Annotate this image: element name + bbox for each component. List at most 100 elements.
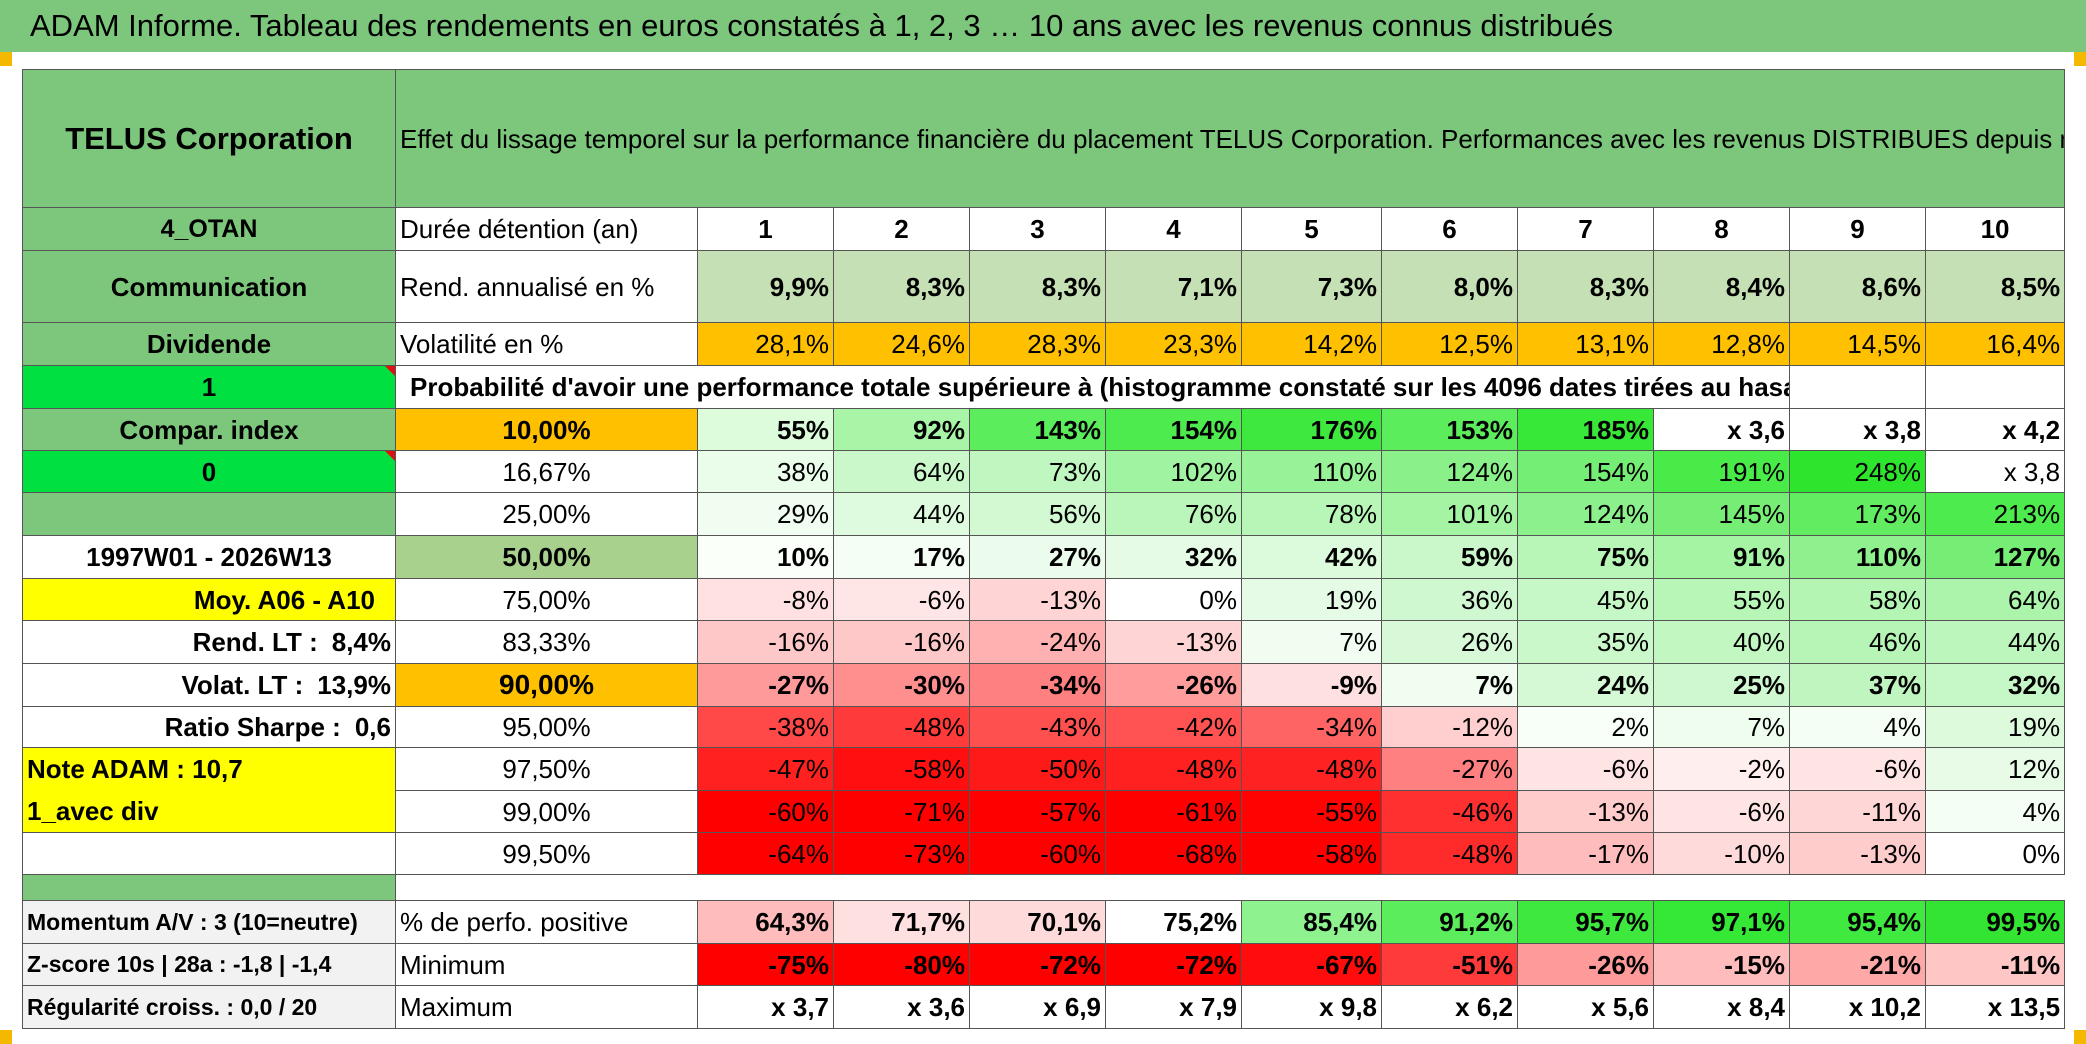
year-header: 7 (1517, 207, 1654, 251)
quantile-cell: 44% (833, 492, 970, 536)
quantile-cell: 101% (1381, 492, 1518, 536)
quantile-pct: 90,00% (395, 663, 698, 707)
rend-cell: 9,9% (697, 250, 834, 323)
quantile-cell: -13% (1789, 832, 1926, 875)
year-header: 4 (1105, 207, 1242, 251)
year-header: 9 (1789, 207, 1926, 251)
quantile-cell: -6% (1653, 790, 1790, 833)
quantile-cell: 12% (1924, 747, 2066, 791)
quantile-cell: -24% (969, 620, 1106, 664)
minimum-cell: -26% (1517, 943, 1654, 986)
quantile-cell: 213% (1924, 492, 2066, 536)
volat-lt-value: 13,9% (317, 670, 391, 700)
quantile-cell: -60% (697, 790, 834, 833)
quantile-row: Note ADAM : 10,7 97,50% -47% -58% -50% -… (22, 747, 2066, 791)
quantile-cell: 32% (1105, 535, 1242, 579)
quantile-cell: 102% (1105, 450, 1242, 493)
positive-cell: 75,2% (1105, 900, 1242, 944)
quantile-cell: 154% (1105, 408, 1242, 451)
vol-cell: 14,2% (1241, 322, 1382, 366)
quantile-row: 0 16,67% 38% 64% 73% 102% 110% 124% 154%… (22, 450, 2066, 493)
quantile-cell: 19% (1241, 578, 1382, 621)
company-name: TELUS Corporation (22, 69, 396, 208)
sharpe-text: Ratio Sharpe : (164, 712, 341, 742)
quantile-cell: 26% (1381, 620, 1518, 664)
year-header: 2 (833, 207, 970, 251)
zero-input-cell[interactable]: 0 (22, 450, 396, 493)
quantile-pct: 99,00% (395, 790, 698, 833)
quantile-row: 1_avec div 99,00% -60% -71% -57% -61% -5… (22, 790, 2066, 833)
quantile-cell: -42% (1105, 706, 1242, 748)
quantile-cell: 78% (1241, 492, 1382, 536)
rend-cell: 8,6% (1789, 250, 1926, 323)
rend-cell: 8,5% (1924, 250, 2066, 323)
minimum-cell: -72% (1105, 943, 1242, 986)
quantile-cell: 191% (1653, 450, 1790, 493)
zscore-label: Z-score 10s | 28a : -1,8 | -1,4 (22, 943, 396, 986)
quantile-cell: 154% (1517, 450, 1654, 493)
quantile-cell: -34% (969, 663, 1106, 707)
volat-lt-text: Volat. LT : (181, 670, 304, 700)
quantile-row: Moy. A06 - A10 75,00% -8% -6% -13% 0% 19… (22, 578, 2066, 621)
quantile-cell: x 3,8 (1924, 450, 2066, 493)
years-row: 4_OTAN Durée détention (an) 1 2 3 4 5 6 … (22, 207, 2066, 251)
year-header: 8 (1653, 207, 1790, 251)
maximum-row: Régularité croiss. : 0,0 / 20 Maximum x … (22, 985, 2066, 1029)
quantile-cell: -58% (1241, 832, 1382, 875)
quantile-cell: -16% (833, 620, 970, 664)
quantile-cell: 4% (1789, 706, 1926, 748)
avec-div-label: 1_avec div (22, 790, 396, 833)
empty-cell (22, 832, 396, 875)
quantile-cell: 73% (969, 450, 1106, 493)
quantile-cell: -30% (833, 663, 970, 707)
quantile-cell: -12% (1381, 706, 1518, 748)
period-label: 1997W01 - 2026W13 (22, 535, 396, 579)
code-label: 4_OTAN (22, 207, 396, 251)
quantile-cell: 45% (1517, 578, 1654, 621)
quantile-cell: -48% (1105, 747, 1242, 791)
quantile-cell: -6% (833, 578, 970, 621)
quantile-cell: 44% (1924, 620, 2066, 664)
proba-label: Probabilité d'avoir une performance tota… (395, 365, 1790, 409)
year-header: 10 (1924, 207, 2066, 251)
quantile-cell: -71% (833, 790, 970, 833)
rend-cell: 7,1% (1105, 250, 1242, 323)
corner-marker-left (0, 52, 12, 66)
quantile-cell: -50% (969, 747, 1106, 791)
quantile-pct: 16,67% (395, 450, 698, 493)
positive-cell: 95,4% (1789, 900, 1926, 944)
vol-cell: 14,5% (1789, 322, 1926, 366)
rend-row: Communication Rend. annualisé en % 9,9% … (22, 250, 2066, 323)
quantile-cell: -43% (969, 706, 1106, 748)
quantile-cell: -8% (697, 578, 834, 621)
sharpe-label: Ratio Sharpe : 0,6 (22, 706, 396, 748)
quantile-cell: -13% (969, 578, 1106, 621)
positive-cell: 85,4% (1241, 900, 1382, 944)
quantile-cell: 55% (1653, 578, 1790, 621)
quantile-cell: 64% (833, 450, 970, 493)
quantile-cell: -9% (1241, 663, 1382, 707)
one-input-cell[interactable]: 1 (22, 365, 396, 409)
blank-green-label (22, 492, 396, 536)
quantile-cell: 7% (1653, 706, 1790, 748)
quantile-cell: 153% (1381, 408, 1518, 451)
quantile-cell: 29% (697, 492, 834, 536)
quantile-cell: 76% (1105, 492, 1242, 536)
spacer-cell (394, 874, 2065, 901)
positive-cell: 95,7% (1517, 900, 1654, 944)
quantile-cell: 27% (969, 535, 1106, 579)
quantile-row: Volat. LT : 13,9% 90,00% -27% -30% -34% -… (22, 663, 2066, 707)
minimum-cell: -21% (1789, 943, 1926, 986)
quantile-row: Compar. index 10,00% 55% 92% 143% 154% 1… (22, 408, 2066, 451)
vol-cell: 16,4% (1924, 322, 2066, 366)
quantile-cell: -17% (1517, 832, 1654, 875)
positive-label: % de perfo. positive (395, 900, 698, 944)
quantile-row-median: 1997W01 - 2026W13 50,00% 10% 17% 27% 32%… (22, 535, 2066, 579)
minimum-cell: -75% (697, 943, 834, 986)
quantile-cell: 25% (1653, 663, 1790, 707)
volat-lt-label: Volat. LT : 13,9% (22, 663, 396, 707)
quantile-cell: 92% (833, 408, 970, 451)
quantile-cell: 58% (1789, 578, 1926, 621)
quantile-cell: -6% (1517, 747, 1654, 791)
quantile-cell: 91% (1653, 535, 1790, 579)
